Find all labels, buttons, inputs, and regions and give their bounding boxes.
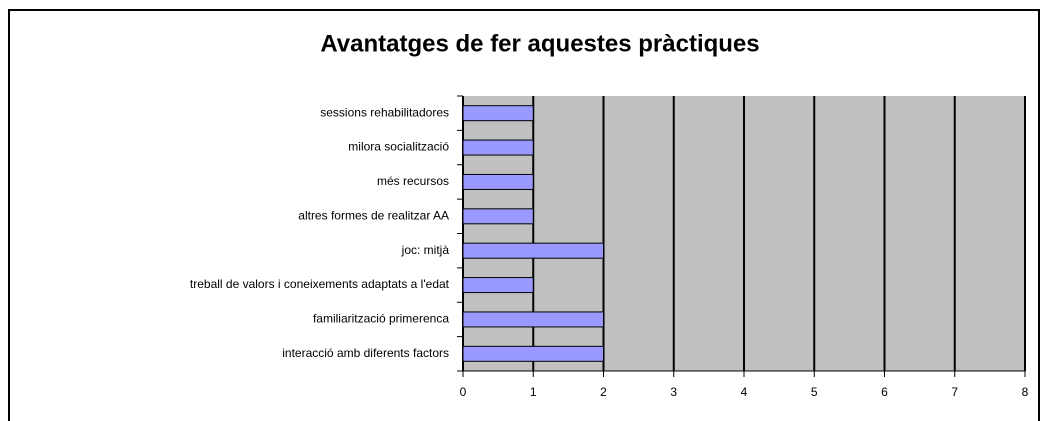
x-tick-label: 6 xyxy=(881,385,888,399)
x-tick-label: 3 xyxy=(670,385,677,399)
x-tick-label: 8 xyxy=(1022,385,1029,399)
bar xyxy=(462,345,604,362)
x-tick-label: 0 xyxy=(460,385,467,399)
bar xyxy=(462,105,534,122)
bar xyxy=(462,277,534,294)
x-tick-label: 5 xyxy=(811,385,818,399)
y-tick-label: familiarització primerenca xyxy=(313,312,449,326)
y-tick-label: més recursos xyxy=(377,174,449,188)
x-tick-label: 7 xyxy=(951,385,958,399)
bar xyxy=(462,139,534,156)
bar xyxy=(462,242,604,259)
y-tick-label: altres formes de realitzar AA xyxy=(298,208,449,222)
x-tick-label: 2 xyxy=(600,385,607,399)
x-tick-label: 4 xyxy=(741,385,748,399)
bar xyxy=(462,173,534,190)
y-tick-label: sessions rehabilitadores xyxy=(320,105,449,119)
y-tick-label: milora socialització xyxy=(348,140,449,154)
bar xyxy=(462,311,604,328)
chart-title: Avantatges de fer aquestes pràctiques xyxy=(320,30,759,57)
y-tick-label: joc: mitjà xyxy=(401,243,450,257)
x-tick-label: 1 xyxy=(530,385,537,399)
y-tick-label: interacció amb diferents factors xyxy=(282,346,449,360)
y-tick-label: treball de valors i coneixements adaptat… xyxy=(190,277,450,291)
bar xyxy=(462,208,534,225)
